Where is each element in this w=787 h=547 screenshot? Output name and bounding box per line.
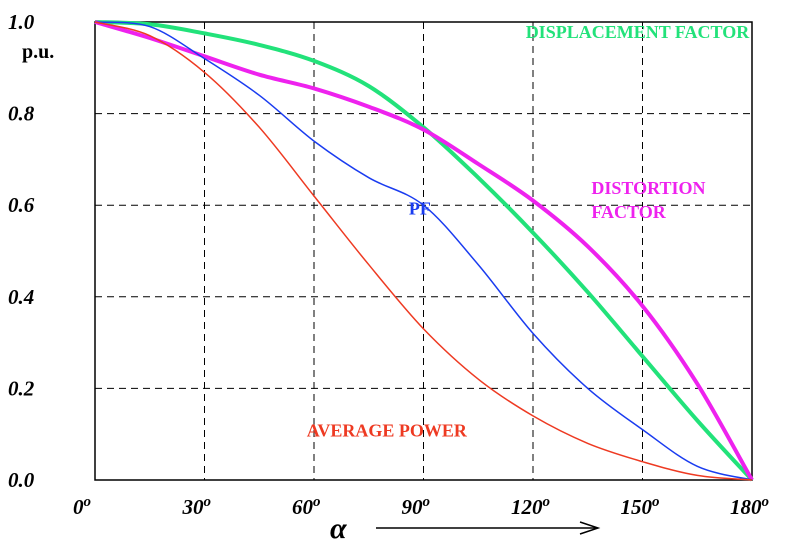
series-label-average_power: AVERAGE POWER [307, 420, 468, 440]
series-line-pf [94, 21, 753, 481]
y-tick-label: 0.6 [8, 193, 35, 217]
y-tick-label: 1.0 [8, 10, 35, 34]
x-tick-label: 90o [402, 494, 431, 519]
x-tick-label: 120o [511, 494, 550, 519]
x-tick-label: 150o [621, 494, 660, 519]
y-tick-label: 0.0 [8, 468, 35, 492]
x-tick-label: 60o [292, 494, 321, 519]
y-tick-label: 0.2 [8, 376, 35, 400]
chart-series [94, 20, 754, 482]
chart-grid [95, 22, 752, 480]
x-tick-label: 0o [73, 494, 91, 519]
series-line-distortion [94, 20, 754, 481]
series-label-displacement: DISPLACEMENT FACTOR [526, 22, 751, 42]
series-line-average_power [94, 21, 753, 481]
chart-labels: DISPLACEMENT FACTOR DISTORTION FACTOR PF AVE… [307, 22, 751, 440]
plot-frame [94, 21, 753, 481]
x-axis-label: α [330, 512, 347, 545]
y-unit-label: p.u. [22, 41, 54, 63]
series-label-distortion: DISTORTION [591, 178, 705, 198]
x-arrow-head [579, 521, 601, 535]
x-tick-label: 180o [730, 494, 769, 519]
x-axis-arrow [376, 521, 601, 535]
x-tick-label: 30o [182, 494, 212, 519]
chart-ticks: 0.0 0.2 0.4 0.6 0.8 1.0 0o 30o 60o 90o 120o 150o 180… [8, 10, 769, 519]
y-tick-label: 0.4 [8, 285, 34, 309]
series-label-pf: PF [409, 198, 431, 218]
series-label-distortion: FACTOR [591, 202, 666, 222]
y-tick-label: 0.8 [8, 102, 35, 126]
chart-axes [94, 21, 753, 481]
